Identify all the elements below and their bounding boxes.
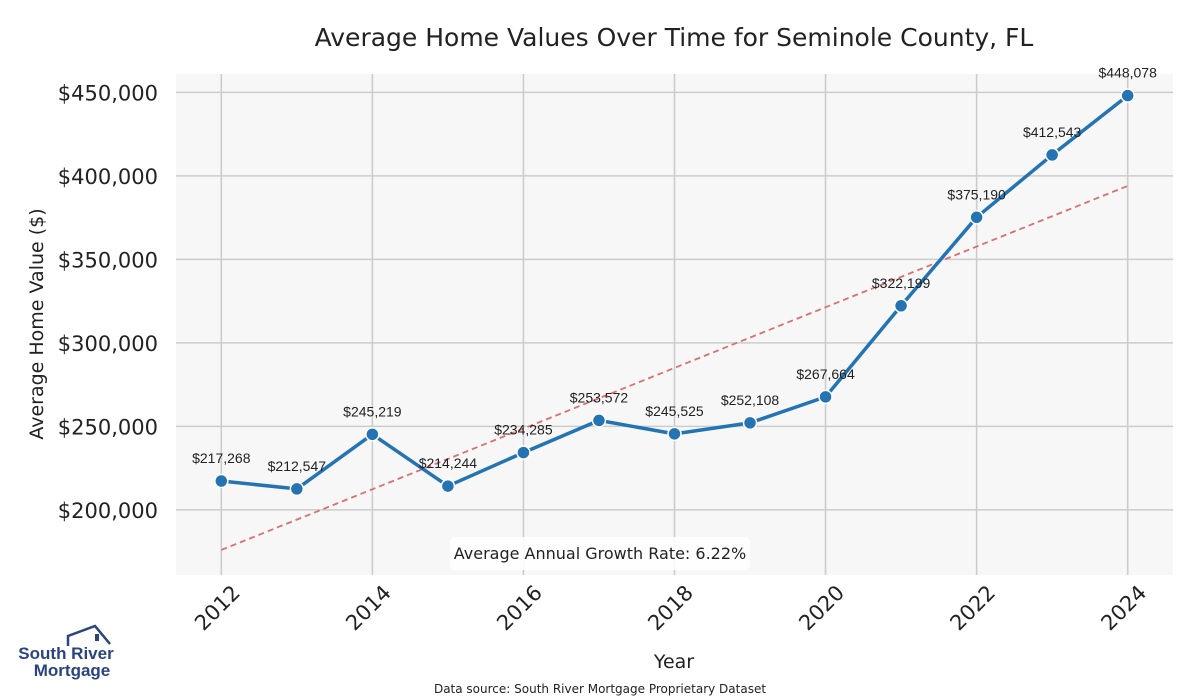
data-point xyxy=(365,427,380,442)
data-label: $212,547 xyxy=(268,458,327,474)
x-axis-label: Year xyxy=(653,651,694,673)
y-axis-label: Average Home Value ($) xyxy=(26,208,48,439)
x-axis-ticks: 2012 2014 2016 2018 2020 2022 2024 xyxy=(190,581,1151,636)
trend-line xyxy=(220,185,1129,551)
data-point xyxy=(969,210,984,225)
y-axis-ticks: $200,000 $250,000 $300,000 $350,000 $400,000… xyxy=(58,81,158,523)
y-tick-label: $350,000 xyxy=(58,248,158,272)
chart-title: Average Home Values Over Time for Semino… xyxy=(315,23,1034,52)
x-tick-label: 2016 xyxy=(492,581,547,636)
data-point xyxy=(818,389,833,405)
data-label: $448,078 xyxy=(1098,65,1157,81)
data-source-note: Data source: South River Mortgage Propri… xyxy=(434,682,766,696)
y-tick-label: $400,000 xyxy=(58,165,158,189)
x-tick-label: 2014 xyxy=(341,581,396,636)
data-label: $322,199 xyxy=(872,275,931,291)
data-point xyxy=(1044,147,1060,163)
data-label: $252,108 xyxy=(721,392,780,408)
logo-line-1: South River xyxy=(18,644,114,663)
data-point xyxy=(1120,88,1135,103)
data-label: $245,219 xyxy=(343,403,402,419)
data-label: $267,664 xyxy=(796,366,855,382)
data-points xyxy=(214,88,1135,497)
x-tick-label: 2024 xyxy=(1096,581,1151,636)
y-tick-label: $450,000 xyxy=(58,81,158,105)
y-tick-label: $250,000 xyxy=(58,415,158,439)
x-tick-label: 2020 xyxy=(794,581,849,636)
data-label: $234,285 xyxy=(494,422,553,438)
x-tick-label: 2012 xyxy=(190,581,245,636)
x-tick-label: 2022 xyxy=(945,581,1000,636)
data-label: $375,190 xyxy=(947,186,1006,202)
data-label: $245,525 xyxy=(645,403,704,419)
data-point xyxy=(440,478,456,494)
annotation-box xyxy=(450,537,750,570)
y-tick-label: $200,000 xyxy=(58,499,158,523)
logo-line-2: Mortgage xyxy=(34,661,111,680)
data-label: $412,543 xyxy=(1023,124,1082,140)
data-label: $214,244 xyxy=(419,455,478,471)
data-point xyxy=(289,481,305,497)
grid xyxy=(176,74,1173,575)
company-logo: South River Mortgage xyxy=(18,624,114,680)
data-point xyxy=(667,426,682,442)
data-point xyxy=(214,473,229,489)
x-tick-label: 2018 xyxy=(643,581,698,636)
data-point xyxy=(516,445,531,460)
data-point xyxy=(591,413,607,428)
data-labels: $217,268 $212,547 $245,219 $214,244 $234,285… xyxy=(192,65,1157,474)
house-roof-icon xyxy=(66,624,111,646)
y-tick-label: $300,000 xyxy=(58,332,158,356)
data-point xyxy=(742,415,758,431)
chimney-icon xyxy=(95,634,99,641)
data-point xyxy=(893,298,909,314)
data-label: $217,268 xyxy=(192,450,251,466)
annotation-text: Average Annual Growth Rate: 6.22% xyxy=(454,544,746,563)
growth-rate-annotation: Average Annual Growth Rate: 6.22% xyxy=(450,537,750,570)
data-label: $253,572 xyxy=(570,389,629,405)
